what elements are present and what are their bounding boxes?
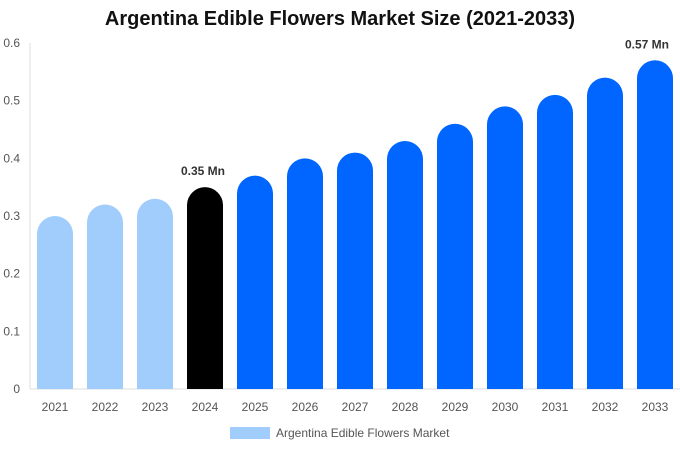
- x-tick-label: 2033: [642, 400, 669, 414]
- bar-2021: [37, 216, 73, 389]
- x-tick-label: 2026: [292, 400, 319, 414]
- bar-2026: [287, 158, 323, 389]
- bar-2025: [237, 175, 273, 389]
- x-tick-label: 2028: [392, 400, 419, 414]
- x-tick-label: 2021: [42, 400, 69, 414]
- bar-2024: [187, 187, 223, 389]
- bar-2022: [87, 204, 123, 389]
- y-tick-label: 0.1: [3, 324, 20, 338]
- bar-2030: [487, 106, 523, 389]
- x-tick-label: 2029: [442, 400, 469, 414]
- x-tick-label: 2022: [92, 400, 119, 414]
- bar-2033: [637, 60, 673, 389]
- legend-swatch: [230, 427, 270, 439]
- bar-2029: [437, 123, 473, 389]
- y-tick-label: 0: [13, 382, 20, 396]
- data-label: 0.57 Mn: [625, 37, 669, 51]
- x-tick-label: 2027: [342, 400, 369, 414]
- y-tick-label: 0.6: [3, 36, 20, 50]
- bar-2031: [537, 94, 573, 389]
- x-tick-label: 2025: [242, 400, 269, 414]
- x-tick-label: 2031: [542, 400, 569, 414]
- x-tick-label: 2032: [592, 400, 619, 414]
- y-tick-label: 0.5: [3, 94, 20, 108]
- bar-2027: [337, 152, 373, 389]
- chart-title: Argentina Edible Flowers Market Size (20…: [104, 8, 576, 30]
- bar-2023: [137, 198, 173, 389]
- x-tick-label: 2030: [492, 400, 519, 414]
- y-tick-label: 0.2: [3, 267, 20, 281]
- legend: Argentina Edible Flowers Market: [230, 426, 449, 440]
- x-tick-label: 2023: [142, 400, 169, 414]
- bar-2032: [587, 77, 623, 389]
- y-tick-label: 0.4: [3, 151, 20, 165]
- legend-label: Argentina Edible Flowers Market: [276, 426, 450, 440]
- data-label: 0.35 Mn: [181, 164, 225, 178]
- x-tick-label: 2024: [192, 400, 219, 414]
- y-tick-label: 0.3: [3, 209, 20, 223]
- bar-2028: [387, 141, 423, 389]
